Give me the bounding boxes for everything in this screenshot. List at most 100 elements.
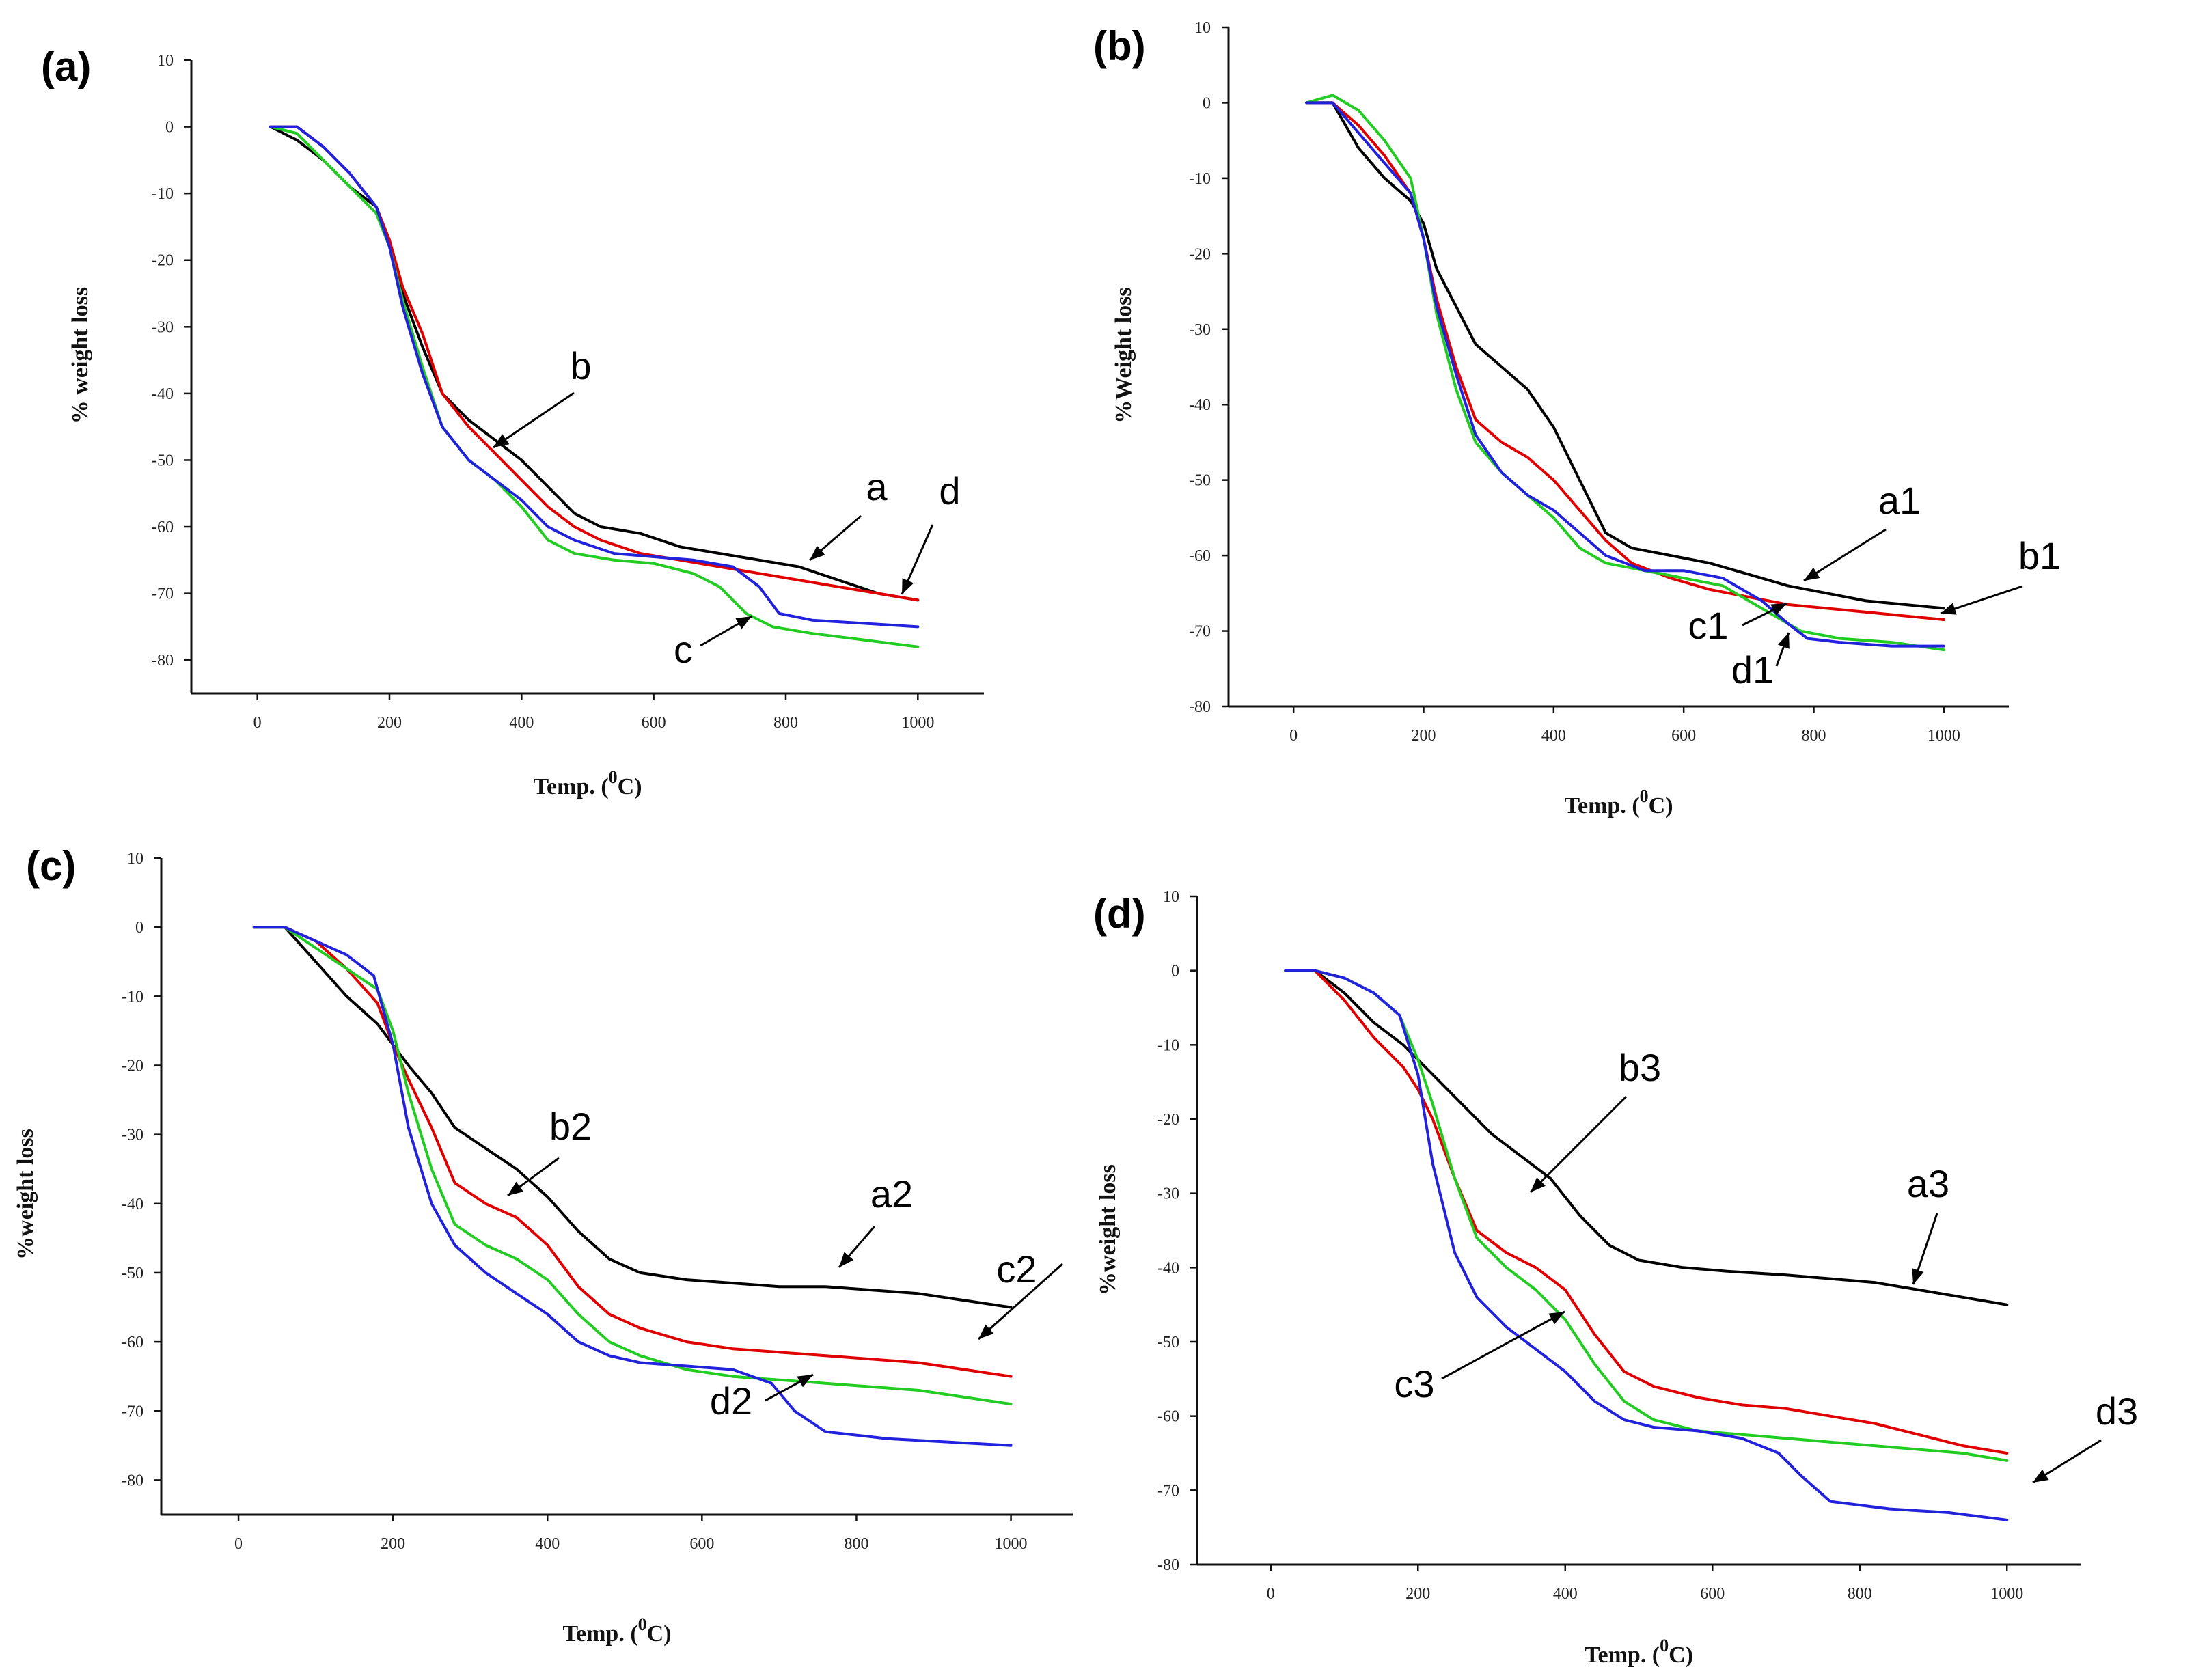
y-tick-label: -60 [1189, 547, 1211, 565]
y-tick-label: 0 [135, 919, 143, 937]
x-axis-title: Temp. (0C) [1585, 1636, 1693, 1668]
y-tick-label: -50 [1157, 1334, 1179, 1351]
x-axis-title-suffix: C) [647, 1621, 672, 1647]
annotation-label-c3: c3 [1394, 1362, 1434, 1405]
x-axis-title: Temp. (0C) [533, 767, 642, 799]
annotation-arrowhead [1770, 603, 1787, 616]
x-axis-title-superscript: 0 [1660, 1636, 1669, 1655]
y-tick-label: -30 [1157, 1185, 1179, 1203]
annotation-arrow [1803, 528, 1887, 582]
x-axis-title-suffix: C) [1669, 1642, 1693, 1668]
annotation-label-b3: b3 [1619, 1046, 1661, 1089]
annotation-label-d2: d2 [710, 1379, 752, 1422]
series-line-a3 [1284, 969, 2009, 1306]
series-line-a [269, 125, 920, 602]
y-tick-label: -80 [1189, 698, 1211, 716]
y-tick-label: 0 [165, 119, 174, 137]
annotation-arrowhead [797, 1375, 813, 1388]
y-tick-label: -10 [122, 988, 143, 1006]
y-tick-label: -70 [122, 1403, 143, 1420]
y-tick-label: -60 [122, 1334, 143, 1351]
y-tick-label: -70 [152, 586, 174, 603]
y-tick-label: -10 [1157, 1036, 1179, 1054]
annotation-label-b1: b1 [2018, 534, 2061, 577]
y-axis-title: %weight loss [13, 1129, 38, 1260]
y-tick-label: 10 [127, 850, 143, 868]
x-axis-title-main: Temp. ( [1564, 793, 1639, 818]
annotation-arrow [1441, 1310, 1565, 1380]
annotation-label-a3: a3 [1907, 1162, 1949, 1205]
annotation-arrowhead [735, 616, 752, 629]
x-axis-title-main: Temp. ( [562, 1621, 637, 1647]
annotation-arrow [493, 391, 575, 449]
chart-panel-a: (a) 10 0 -10 -20 -30 -40 -50 -60 -70 -80 0 200 400 600… [41, 44, 984, 799]
chart-panel-b: (b) 10 0 -10 -20 -30 -40 -50 -60 -70 -80 0 200 400 600… [1093, 19, 2061, 818]
annotation-label-d1: d1 [1731, 648, 1774, 691]
y-tick-label: -80 [1157, 1556, 1179, 1574]
x-tick-label: 200 [377, 714, 402, 732]
x-axis-title: Temp. (0C) [1564, 786, 1673, 818]
x-tick-label: 200 [381, 1535, 405, 1553]
x-tick-label: 800 [844, 1535, 868, 1553]
series-line-d3 [1284, 969, 2009, 1521]
series-line-a2 [252, 926, 1013, 1309]
annotation-label-c2: c2 [996, 1248, 1037, 1291]
annotation-arrowhead [902, 578, 914, 594]
x-tick-label: 400 [1541, 727, 1566, 745]
x-tick-label: 1000 [1990, 1585, 2023, 1603]
annotation-label-b: b [570, 344, 591, 387]
y-axis-title: %Weight loss [1111, 287, 1136, 423]
x-tick-label: 600 [1700, 1585, 1725, 1603]
x-tick-label: 800 [773, 714, 798, 732]
y-tick-label: -20 [152, 252, 174, 270]
y-tick-label: -10 [152, 185, 174, 203]
y-axis-title: %weight loss [1095, 1164, 1121, 1295]
x-tick-label: 400 [535, 1535, 560, 1553]
x-tick-label: 400 [1553, 1585, 1578, 1603]
annotation-label-b2: b2 [549, 1105, 592, 1148]
y-tick-label: -30 [122, 1127, 143, 1144]
series-line-d2 [252, 926, 1013, 1447]
y-tick-label: -60 [1157, 1408, 1179, 1426]
annotation-arrowhead [493, 434, 510, 447]
panel-label: (b) [1093, 23, 1146, 69]
y-tick-label: -50 [152, 452, 174, 469]
y-tick-label: -70 [1189, 623, 1211, 641]
series-line-a1 [1305, 101, 1945, 610]
x-tick-label: 0 [253, 714, 262, 732]
chart-panel-d: (d) 10 0 -10 -20 -30 -40 -50 -60 -70 -80 0 200 400 600… [1093, 888, 2138, 1668]
annotation-arrowhead [1548, 1312, 1565, 1325]
annotation-arrow [1529, 1095, 1628, 1194]
x-axis-title-main: Temp. ( [533, 774, 608, 799]
y-axis-title: % weight loss [68, 287, 93, 424]
x-tick-label: 200 [1412, 727, 1436, 745]
y-tick-label: -50 [122, 1265, 143, 1282]
series-line-d1 [1305, 101, 1945, 648]
annotation-arrowhead [508, 1181, 524, 1196]
y-tick-label: -30 [152, 318, 174, 336]
y-tick-label: -40 [122, 1196, 143, 1213]
x-axis-title-superscript: 0 [638, 1614, 647, 1634]
series-line-d [269, 125, 920, 629]
x-axis-title-suffix: C) [618, 774, 642, 799]
x-tick-label: 1000 [1928, 727, 1960, 745]
annotation-label-a1: a1 [1878, 479, 1921, 522]
y-tick-label: -40 [1157, 1259, 1179, 1277]
annotation-label-c1: c1 [1688, 604, 1728, 647]
x-tick-label: 400 [509, 714, 534, 732]
annotation-arrowhead [839, 1252, 854, 1267]
annotation-arrowhead [2033, 1469, 2049, 1483]
y-tick-label: -20 [122, 1057, 143, 1075]
annotation-label-c: c [674, 628, 693, 671]
y-tick-label: -10 [1189, 170, 1211, 188]
y-tick-label: -20 [1157, 1111, 1179, 1129]
annotation-arrow [978, 1263, 1063, 1340]
y-tick-label: 10 [1194, 19, 1211, 37]
x-tick-label: 0 [1289, 727, 1298, 745]
y-tick-label: -70 [1157, 1482, 1179, 1500]
annotation-label-d3: d3 [2096, 1390, 2138, 1433]
x-tick-label: 600 [689, 1535, 714, 1553]
annotation-arrowhead [1941, 603, 1957, 615]
series-line-c [269, 125, 920, 648]
